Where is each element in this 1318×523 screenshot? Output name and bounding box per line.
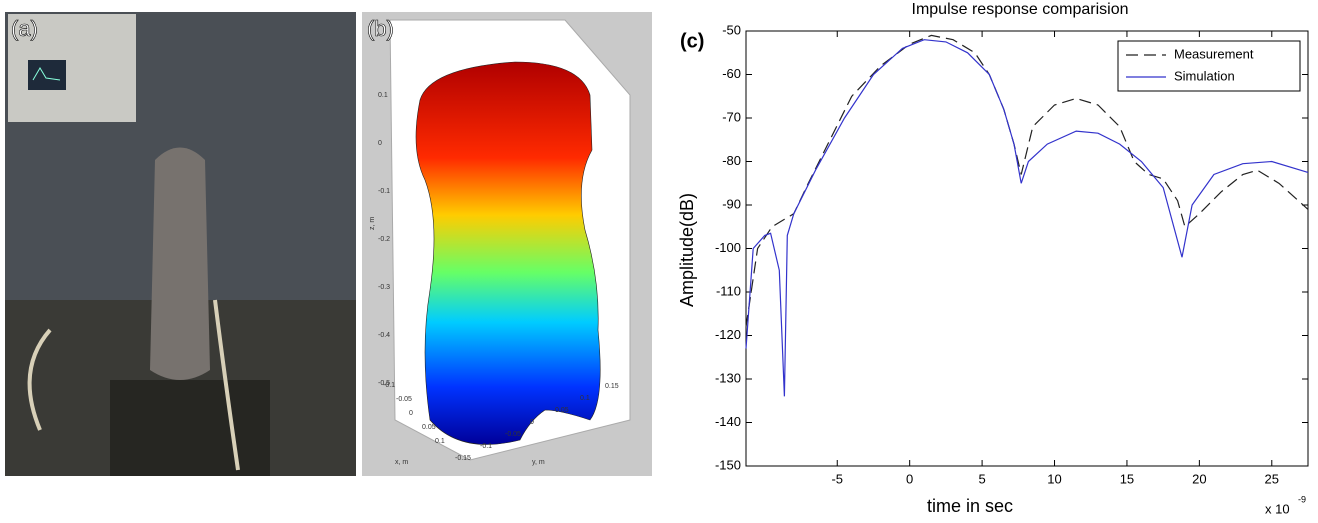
z-tick-label: -0.4 [378,332,390,339]
y-tick-label: -60 [722,66,741,81]
x-tick-label: 25 [1265,471,1279,486]
y-tick-label: -0.1 [480,443,492,450]
x-multiplier: x 10 [1265,501,1290,516]
y-tick-label: -100 [715,240,741,255]
z-tick-label: -0.2 [378,236,390,243]
series-line [745,39,1309,397]
x-tick-label: 0.05 [422,424,436,431]
x-tick-label: -0.1 [383,382,395,389]
x-tick-label: 5 [978,471,985,486]
z-tick-label: -0.3 [378,284,390,291]
y-axis-label: y, m [532,459,545,466]
legend-label: Simulation [1174,68,1235,83]
x-tick-label: 20 [1192,471,1206,486]
z-tick-label: -0.5 [378,380,390,387]
y-tick-label: 0.05 [555,407,569,414]
panel-label: (a) [11,16,38,41]
x-tick-label: 10 [1047,471,1061,486]
panel-label: (c) [680,30,704,52]
z-tick-label: 0.1 [378,92,388,99]
y-tick-label: -0.15 [455,455,471,462]
legend-box [1117,40,1301,92]
y-tick-label: -80 [722,153,741,168]
x-tick-label: 0 [409,410,413,417]
z-axis-label: z, m [369,217,376,230]
x-tick-label: -0.05 [396,396,412,403]
y-tick-label: -120 [715,327,741,342]
y-tick-label: -70 [722,109,741,124]
z-tick-label: -0.1 [378,188,390,195]
plot-frame [745,30,1309,467]
chart-title: Impulse response comparision [912,1,1129,18]
x-tick-label: 0 [906,471,913,486]
y-tick-label: -50 [722,22,741,37]
y-tick-label: -0.05 [505,431,521,438]
series-line [745,34,1309,327]
photo-panel: (a) [5,12,356,476]
panel-label: (b) [367,16,394,41]
y-tick-label: 0 [530,419,534,426]
y-tick-label: -130 [715,370,741,385]
y-tick-label: -150 [715,457,741,472]
x-axis-label: time in sec [927,496,1013,516]
mesh-panel: (b) 0.10-0.1-0.2-0.3-0.4-0.5-0.1-0.0500.… [362,12,652,476]
y-axis-label: Amplitude(dB) [677,193,697,307]
x-tick-label: 15 [1120,471,1134,486]
y-tick-label: 0.15 [605,383,619,390]
x-tick-label: -5 [831,471,843,486]
x-exponent: -9 [1298,494,1306,504]
y-tick-label: -110 [716,283,741,298]
x-tick-label: 0.1 [435,438,445,445]
y-tick-label: 0.1 [580,395,590,402]
legend-label: Measurement [1174,46,1254,61]
y-tick-label: -90 [722,196,741,211]
y-tick-label: -140 [715,414,741,429]
x-axis-label: x, m [395,459,408,466]
z-tick-label: 0 [378,140,382,147]
